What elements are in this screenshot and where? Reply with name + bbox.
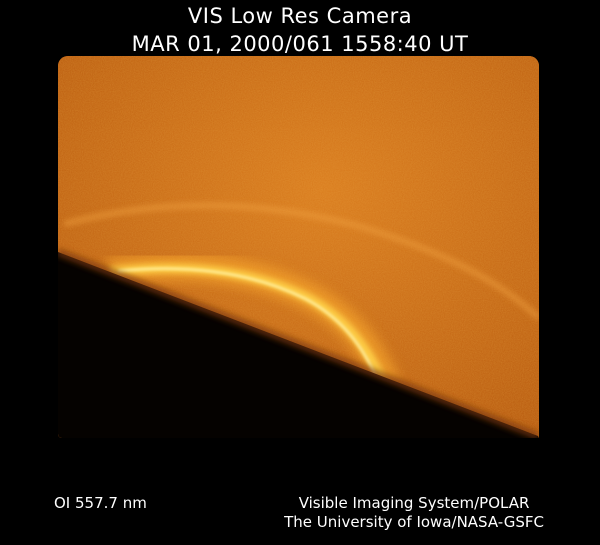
- outer-auroral-arc: [63, 202, 539, 321]
- terminator-edge: [58, 248, 539, 438]
- camera-title: VIS Low Res Camera: [187, 4, 413, 28]
- aurora-image: [58, 56, 539, 438]
- camera-image-frame: [58, 56, 539, 438]
- auroral-oval-core: [117, 267, 380, 383]
- image-caption-header: VIS Low Res Camera MAR 01, 2000/061 1558…: [0, 2, 600, 58]
- filter-wavelength-label: OI 557.7 nm: [54, 494, 147, 512]
- instrument-credit: Visible Imaging System/POLAR: [298, 494, 530, 512]
- credit-block: Visible Imaging System/POLAR The Univers…: [284, 494, 544, 532]
- institution-credit: The University of Iowa/NASA-GSFC: [284, 513, 544, 531]
- observation-timestamp: MAR 01, 2000/061 1558:40 UT: [131, 32, 469, 56]
